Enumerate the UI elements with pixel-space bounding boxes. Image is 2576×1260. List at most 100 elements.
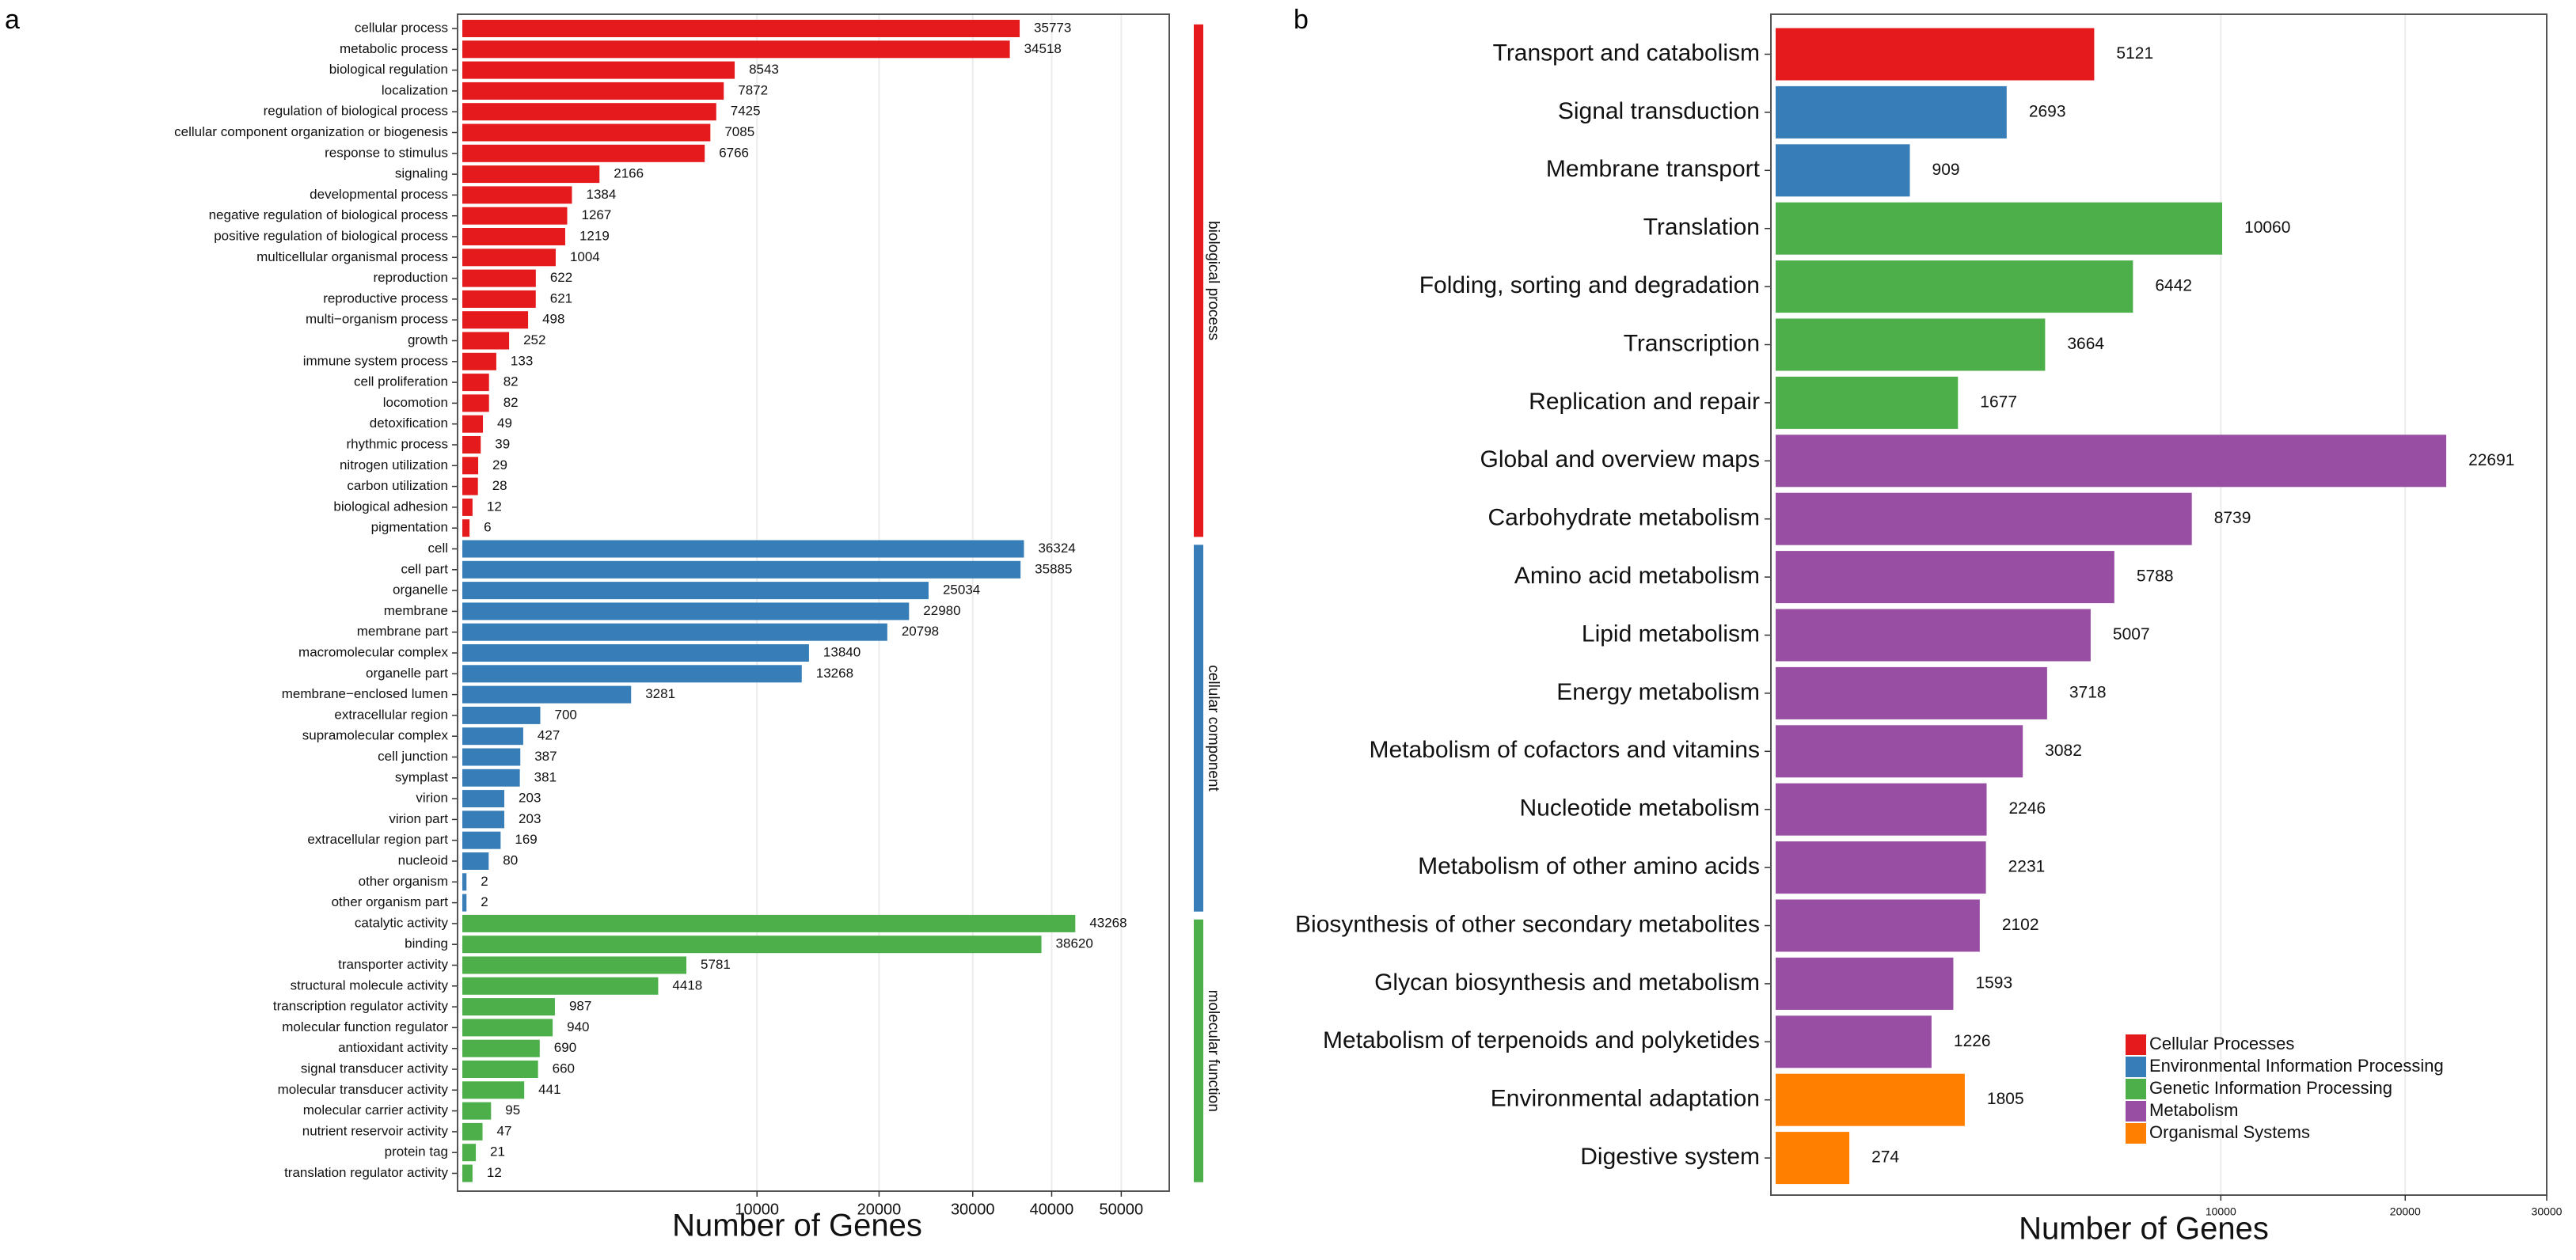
panel-a-bar[interactable]	[462, 956, 687, 974]
panel-a-bar[interactable]	[462, 40, 1010, 59]
panel-b-bar[interactable]	[1776, 260, 2133, 313]
panel-a-bar[interactable]	[462, 415, 484, 433]
panel-b-bar[interactable]	[1776, 1132, 1850, 1185]
panel-b-bar[interactable]	[1776, 957, 1954, 1010]
panel-a-bar[interactable]	[462, 685, 632, 704]
panel-a-bar[interactable]	[462, 1102, 492, 1120]
panel-b-bar[interactable]	[1776, 666, 2047, 719]
panel-a-bar[interactable]	[462, 560, 1021, 579]
panel-a-bar[interactable]	[462, 1164, 473, 1182]
panel-a-bar[interactable]	[462, 623, 887, 641]
panel-a-group-label: molecular function	[1205, 990, 1222, 1112]
panel-a-group-strip	[1194, 545, 1203, 912]
panel-b-bar[interactable]	[1776, 783, 1987, 836]
panel-b-bar[interactable]	[1776, 144, 1910, 197]
panel-a-bar[interactable]	[462, 82, 724, 100]
panel-b-value-label: 1593	[1975, 973, 2012, 992]
panel-a-bar[interactable]	[462, 998, 555, 1016]
panel-a-bar[interactable]	[462, 290, 536, 308]
panel-a-bar[interactable]	[462, 894, 467, 912]
panel-a-bar[interactable]	[462, 977, 659, 995]
panel-a-value-label: 987	[569, 999, 591, 1014]
panel-a-bar[interactable]	[462, 352, 496, 370]
panel-a-value-label: 622	[550, 270, 572, 285]
panel-a-bar[interactable]	[462, 477, 478, 495]
panel-b-bar[interactable]	[1776, 1015, 1932, 1068]
panel-a-bar[interactable]	[462, 165, 600, 184]
panel-b-bar[interactable]	[1776, 376, 1959, 429]
panel-a-bar[interactable]	[462, 852, 489, 870]
panel-a-bar[interactable]	[462, 1122, 483, 1140]
panel-b-bar[interactable]	[1776, 492, 2192, 545]
panel-b-bar[interactable]	[1776, 28, 2095, 81]
panel-b-xtick-label: 30000	[2532, 1205, 2563, 1218]
panel-a-bar[interactable]	[462, 1061, 538, 1078]
panel-a-value-label: 203	[519, 791, 541, 806]
panel-a-value-label: 498	[542, 312, 564, 327]
panel-a-bar[interactable]	[462, 20, 1020, 37]
panel-b-bar[interactable]	[1776, 551, 2114, 604]
panel-a-bar[interactable]	[462, 769, 520, 787]
panel-a-value-label: 4418	[672, 977, 702, 992]
panel-a-bar[interactable]	[462, 602, 910, 621]
panel-b-bar[interactable]	[1776, 435, 2447, 488]
panel-a-bar[interactable]	[462, 810, 505, 829]
panel-a-bar[interactable]	[462, 519, 470, 537]
panel-a-bar[interactable]	[462, 582, 929, 600]
panel-a-xlabel: Number of Genes	[672, 1209, 922, 1243]
panel-a-bar[interactable]	[462, 498, 473, 516]
panel-b-bar[interactable]	[1776, 725, 2023, 778]
panel-a-bar[interactable]	[462, 311, 529, 329]
panel-a-bar[interactable]	[462, 1144, 477, 1162]
panel-a-category-label: cellular process	[355, 20, 448, 35]
panel-b-value-label: 8739	[2214, 509, 2251, 527]
panel-a-bar[interactable]	[462, 332, 510, 350]
panel-a-bar[interactable]	[462, 61, 735, 79]
panel-a-bar[interactable]	[462, 103, 716, 121]
panel-a-bar[interactable]	[462, 144, 705, 162]
panel-b-xtick-label: 10000	[2206, 1205, 2236, 1218]
panel-b-bar[interactable]	[1776, 318, 2046, 371]
panel-a-bar[interactable]	[462, 436, 481, 454]
panel-a-bar[interactable]	[462, 374, 489, 392]
panel-a-bar[interactable]	[462, 457, 479, 475]
panel-b-bar[interactable]	[1776, 841, 1986, 894]
panel-a-bar[interactable]	[462, 873, 467, 891]
panel-a-bar[interactable]	[462, 665, 802, 683]
panel-a-value-label: 660	[553, 1061, 575, 1076]
panel-b-bar[interactable]	[1776, 85, 2007, 139]
panel-a-bar[interactable]	[462, 748, 521, 766]
panel-b-bar[interactable]	[1776, 1073, 1965, 1126]
panel-b-xtick-label: 20000	[2390, 1205, 2421, 1218]
panel-a-bar[interactable]	[462, 790, 505, 808]
panel-a-bar[interactable]	[462, 1019, 553, 1037]
panel-a-value-label: 39	[495, 436, 510, 451]
panel-a-bar[interactable]	[462, 269, 536, 287]
panel-a-bar[interactable]	[462, 394, 489, 412]
panel-a-bar[interactable]	[462, 207, 568, 225]
panel-a-bar[interactable]	[462, 914, 1076, 932]
panel-a-category-label: organelle	[393, 583, 448, 598]
panel-a-bar[interactable]	[462, 249, 556, 267]
panel-a-bar[interactable]	[462, 540, 1024, 558]
panel-b-value-label: 1677	[1980, 393, 2017, 411]
panel-b-legend-swatch	[2126, 1079, 2146, 1099]
panel-a-bar[interactable]	[462, 228, 565, 245]
panel-b-legend-swatch	[2126, 1123, 2146, 1144]
panel-a-category-label: virion	[416, 791, 448, 806]
panel-b-bar[interactable]	[1776, 202, 2223, 255]
panel-a-frame	[457, 13, 1170, 1192]
panel-a-bar[interactable]	[462, 1081, 525, 1099]
panel-b-bar[interactable]	[1776, 899, 1980, 952]
panel-a-bar[interactable]	[462, 936, 1042, 954]
panel-a-bar[interactable]	[462, 186, 572, 204]
panel-b-legend-label: Environmental Information Processing	[2149, 1056, 2444, 1076]
panel-a-bar[interactable]	[462, 727, 523, 746]
panel-a-bar[interactable]	[462, 644, 809, 662]
panel-b-value-label: 2231	[2008, 858, 2046, 876]
panel-a-bar[interactable]	[462, 831, 501, 849]
panel-a-bar[interactable]	[462, 1039, 540, 1057]
panel-a-bar[interactable]	[462, 706, 541, 724]
panel-a-bar[interactable]	[462, 123, 711, 142]
panel-b-bar[interactable]	[1776, 609, 2091, 662]
